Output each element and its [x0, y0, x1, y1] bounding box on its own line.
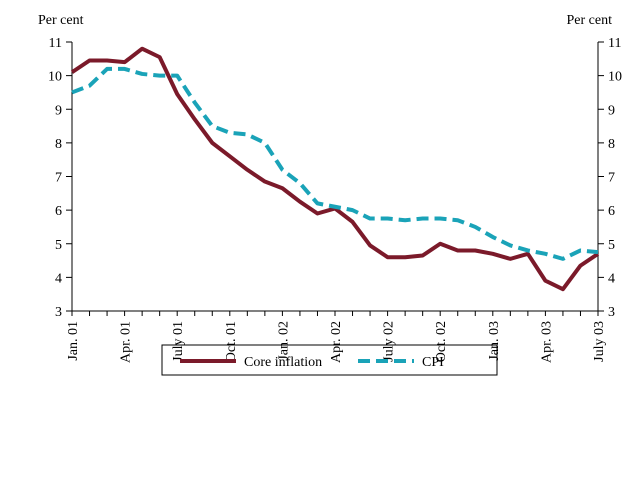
- y-axis-title: Per cent: [38, 13, 84, 28]
- line-series: [71, 66, 599, 261]
- y-tick-label: 3: [55, 305, 62, 320]
- x-tick-label: Jan. 01: [66, 321, 81, 361]
- y-tick-label: 8: [55, 137, 62, 152]
- x-tick-label: Oct. 01: [224, 321, 239, 362]
- y2-tick-label: 5: [608, 238, 615, 253]
- x-tick-label: Jan. 02: [276, 321, 291, 361]
- y2-tick-label: 10: [608, 70, 622, 85]
- legend-label: Core inflation: [244, 355, 322, 370]
- y-tick-label: 5: [55, 238, 62, 253]
- x-tick-label: Apr. 01: [119, 321, 134, 363]
- y-tick-label: 4: [55, 271, 62, 286]
- y2-tick-label: 8: [608, 137, 615, 152]
- x-tick-label: July 03: [592, 321, 607, 362]
- y2-tick-label: 4: [608, 271, 615, 286]
- y-tick-label: 7: [55, 171, 62, 186]
- y2-axis-title: Per cent: [567, 13, 613, 28]
- line-series: [70, 46, 600, 292]
- y-tick-label: 11: [49, 36, 62, 51]
- x-tick-label: Apr. 02: [329, 321, 344, 363]
- y2-tick-label: 7: [608, 171, 615, 186]
- y-tick-label: 6: [55, 204, 62, 219]
- y-tick-label: 10: [48, 70, 62, 85]
- x-tick-label: Oct. 02: [434, 321, 449, 362]
- legend-box: [161, 344, 498, 376]
- x-tick-label: July 02: [382, 321, 397, 362]
- x-tick-label: Jan. 03: [487, 321, 502, 361]
- legend-label: CPI: [422, 355, 444, 370]
- y2-tick-label: 3: [608, 305, 615, 320]
- y-tick-label: 9: [55, 103, 62, 118]
- y2-tick-label: 9: [608, 103, 615, 118]
- y2-tick-label: 11: [608, 36, 621, 51]
- y2-tick-label: 6: [608, 204, 615, 219]
- x-tick-label: July 01: [171, 321, 186, 362]
- x-tick-label: Apr. 03: [539, 321, 554, 363]
